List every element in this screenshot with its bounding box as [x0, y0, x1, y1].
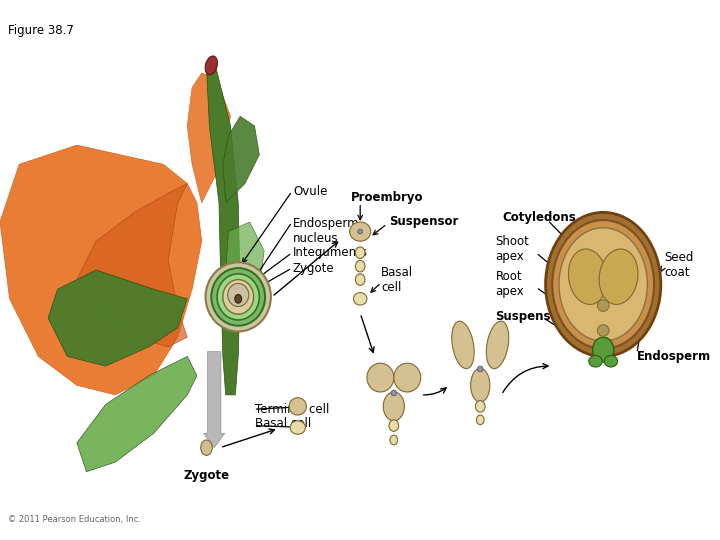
Ellipse shape [589, 355, 602, 367]
Ellipse shape [477, 366, 483, 372]
Polygon shape [225, 222, 264, 308]
Ellipse shape [389, 420, 399, 431]
Text: Figure 38.7: Figure 38.7 [8, 24, 73, 37]
Ellipse shape [598, 300, 609, 311]
Ellipse shape [546, 212, 661, 356]
Text: Integuments: Integuments [293, 246, 368, 259]
Text: Root
apex: Root apex [495, 271, 524, 299]
Ellipse shape [356, 260, 365, 272]
Polygon shape [77, 356, 197, 472]
Ellipse shape [477, 415, 484, 424]
Ellipse shape [356, 274, 365, 285]
Text: Proembryo: Proembryo [351, 192, 423, 205]
Ellipse shape [205, 262, 271, 332]
Text: Basal
cell: Basal cell [382, 266, 413, 294]
Ellipse shape [552, 220, 654, 349]
Ellipse shape [358, 229, 363, 234]
Text: Seed
coat: Seed coat [665, 251, 694, 279]
Ellipse shape [211, 268, 265, 326]
Text: Endosperm
nucleus: Endosperm nucleus [293, 217, 359, 245]
Text: Zygote: Zygote [293, 261, 335, 274]
Text: Shoot
apex: Shoot apex [495, 235, 529, 263]
Text: Terminal cell: Terminal cell [255, 403, 329, 416]
Polygon shape [48, 270, 187, 366]
Text: © 2011 Pearson Education, Inc.: © 2011 Pearson Education, Inc. [8, 515, 140, 524]
Ellipse shape [235, 294, 242, 303]
Ellipse shape [394, 363, 420, 392]
Ellipse shape [289, 398, 307, 415]
Ellipse shape [451, 321, 474, 369]
Ellipse shape [390, 435, 397, 445]
Polygon shape [0, 145, 202, 395]
Ellipse shape [205, 56, 217, 75]
Ellipse shape [228, 284, 249, 307]
Ellipse shape [593, 338, 613, 362]
Text: Suspensor: Suspensor [495, 309, 565, 322]
Ellipse shape [350, 222, 371, 241]
Ellipse shape [475, 401, 485, 412]
Ellipse shape [222, 280, 253, 314]
Ellipse shape [559, 228, 647, 341]
Text: Zygote: Zygote [184, 469, 230, 482]
Text: Ovule: Ovule [293, 185, 328, 198]
Ellipse shape [290, 421, 305, 434]
Ellipse shape [356, 247, 365, 259]
Polygon shape [77, 184, 187, 347]
Polygon shape [207, 68, 240, 395]
Ellipse shape [201, 440, 212, 455]
Ellipse shape [471, 368, 490, 402]
Ellipse shape [486, 321, 509, 369]
FancyArrow shape [204, 352, 225, 448]
Ellipse shape [217, 274, 259, 320]
Ellipse shape [383, 392, 405, 421]
Polygon shape [187, 73, 230, 202]
Ellipse shape [598, 325, 609, 336]
Text: Endosperm: Endosperm [636, 350, 711, 363]
Ellipse shape [367, 363, 394, 392]
Ellipse shape [568, 249, 607, 305]
Ellipse shape [391, 390, 397, 396]
Polygon shape [222, 116, 259, 202]
Text: Cotyledons: Cotyledons [503, 211, 576, 224]
Ellipse shape [599, 249, 638, 305]
Ellipse shape [354, 293, 367, 305]
Ellipse shape [604, 355, 618, 367]
Text: Suspensor: Suspensor [389, 215, 459, 228]
Text: Basal cell: Basal cell [255, 417, 311, 430]
